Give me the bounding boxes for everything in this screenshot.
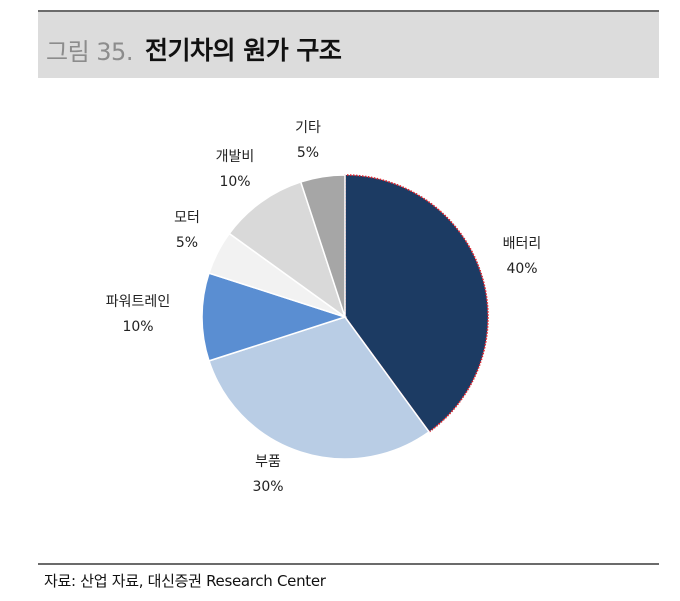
slice-name-label: 배터리: [503, 236, 542, 252]
slice-value-label: 10%: [122, 319, 153, 335]
slice-name-label: 개발비: [216, 149, 255, 165]
pie-slice-5: [228, 181, 347, 319]
slice-value-label: 10%: [219, 174, 250, 190]
pie-slice-6: [299, 174, 346, 318]
pie-slice-1: [344, 174, 489, 433]
figure-number: 그림 35.: [46, 38, 133, 66]
pie-slice-2: [208, 316, 431, 460]
slice-value-label: 5%: [297, 145, 319, 161]
slice-name-label: 기타: [295, 120, 321, 136]
slice-name-label: 파워트레인: [106, 294, 170, 310]
figure-header: 그림 35. 전기차의 원가 구조: [38, 12, 659, 78]
figure-title: 전기차의 원가 구조: [145, 36, 342, 65]
slice-value-label: 5%: [176, 235, 198, 251]
source-note: 자료: 산업 자료, 대신증권 Research Center: [44, 572, 326, 590]
header-top-rule: [38, 10, 659, 12]
footer-rule: [38, 563, 659, 565]
slice-name-label: 부품: [255, 454, 281, 470]
slice-value-label: 40%: [506, 261, 537, 277]
pie-slice-3: [201, 272, 348, 362]
slice-value-label: 30%: [252, 479, 283, 495]
slice-name-label: 모터: [174, 210, 200, 226]
